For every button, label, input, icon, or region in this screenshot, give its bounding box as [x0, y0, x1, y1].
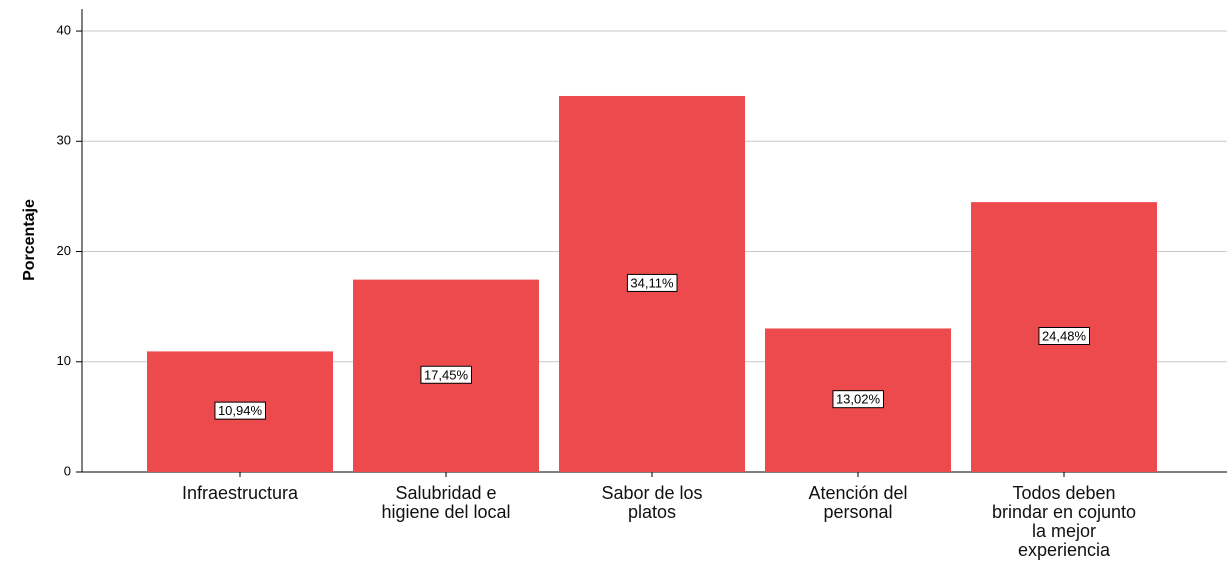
value-label: 17,45% [424, 367, 469, 382]
value-label: 24,48% [1042, 329, 1087, 344]
value-label: 34,11% [630, 275, 674, 290]
value-label-box [1038, 327, 1090, 346]
value-label: 13,02% [836, 392, 881, 407]
value-label-box [420, 365, 472, 384]
y-tick-label: 0 [64, 463, 71, 478]
value-label-box [626, 273, 678, 292]
y-tick-label: 30 [57, 133, 71, 148]
y-axis-label: Porcentaje [21, 199, 38, 281]
x-tick-label: Infraestructura [181, 483, 299, 503]
y-tick-label: 20 [57, 243, 71, 258]
x-tick-label: Todos deben brindar en cojunto la mejor … [991, 483, 1137, 560]
x-tick-label: Sabor de los platos [601, 483, 703, 522]
y-tick-label: 10 [57, 353, 71, 368]
value-label: 10,94% [218, 403, 263, 418]
y-tick-label: 40 [57, 22, 71, 37]
x-tick-label: Atención del personal [808, 483, 908, 522]
value-label-box [832, 390, 884, 409]
x-tick-label: Salubridad e higiene del local [381, 483, 511, 522]
value-label-box [214, 401, 266, 420]
